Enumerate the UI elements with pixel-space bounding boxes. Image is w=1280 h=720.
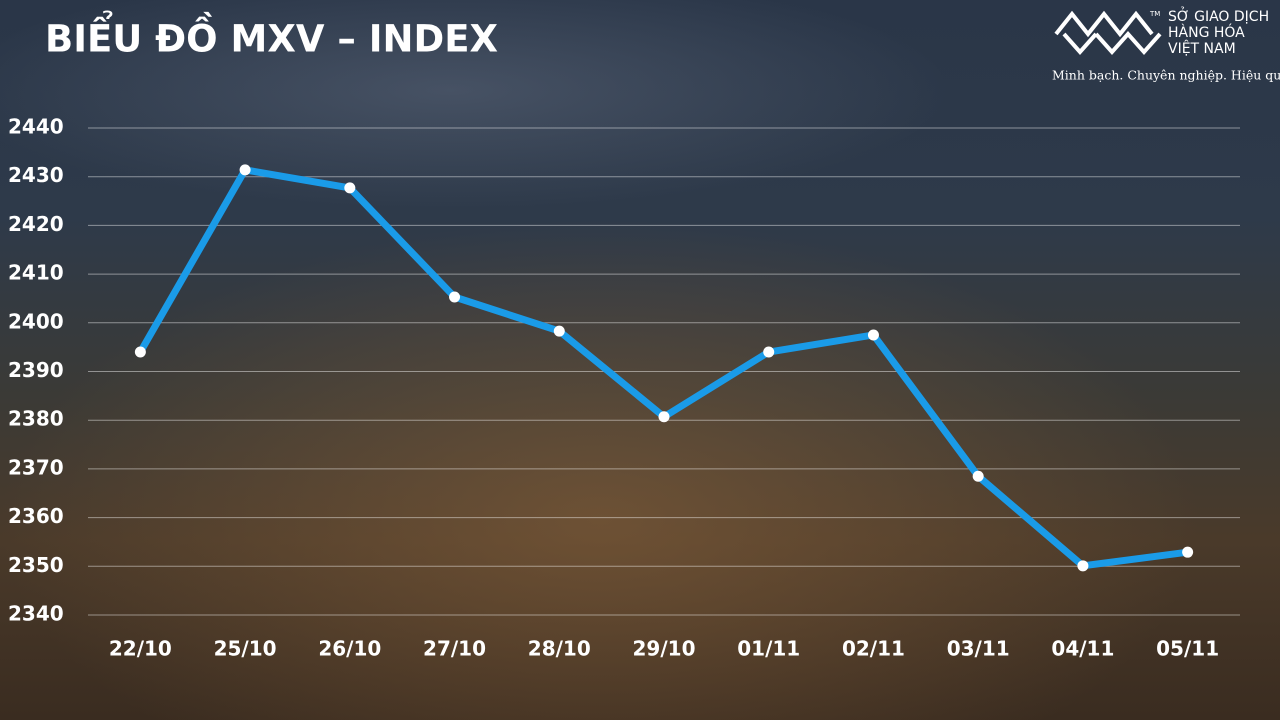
brand-line: SỞ GIAO DỊCH	[1168, 6, 1269, 25]
marker	[1182, 546, 1194, 558]
y-tick-label: 2410	[8, 261, 64, 285]
y-tick-label: 2420	[8, 212, 64, 236]
x-tick-label: 02/11	[842, 637, 905, 661]
line	[137, 166, 1189, 570]
marker	[553, 325, 565, 337]
x-tick-label: 25/10	[214, 637, 277, 661]
x-tick-label: 22/10	[109, 637, 172, 661]
marker	[134, 346, 146, 358]
x-tick-label: 04/11	[1051, 637, 1114, 661]
marker	[658, 411, 670, 423]
y-tick-label: 2440	[8, 115, 64, 139]
y-tick-label: 2360	[8, 504, 64, 528]
marker	[867, 329, 879, 341]
y-tick-label: 2350	[8, 553, 64, 577]
marker	[972, 470, 984, 482]
x-tick-label: 28/10	[528, 637, 591, 661]
brand-line: HÀNG HÓA	[1168, 23, 1245, 41]
y-tick-label: 2370	[8, 455, 64, 479]
y-tick-label: 2380	[8, 407, 64, 431]
x-tick-label: 27/10	[423, 637, 486, 661]
marker	[763, 346, 775, 358]
y-tick-label: 2430	[8, 163, 64, 187]
marker	[449, 291, 461, 303]
x-tick-label: 05/11	[1156, 637, 1219, 661]
slogan: Minh bạch. Chuyên nghiệp. Hiệu quả	[1052, 68, 1280, 83]
marker	[239, 164, 251, 176]
brand-line: VIỆT NAM	[1168, 39, 1236, 57]
y-tick-label: 2400	[8, 309, 64, 333]
x-tick-label: 01/11	[737, 637, 800, 661]
marker	[1077, 560, 1089, 572]
x-tick-label: 03/11	[947, 637, 1010, 661]
y-tick-label: 2390	[8, 358, 64, 382]
x-tick-label: 29/10	[633, 637, 696, 661]
marker	[344, 182, 356, 194]
y-tick-label: 2340	[8, 602, 64, 626]
x-tick-label: 26/10	[318, 637, 381, 661]
trademark: TM	[1149, 10, 1160, 18]
logo	[1054, 10, 1162, 56]
chart-title: BIỂU ĐỒ MXV – INDEX	[45, 11, 498, 61]
